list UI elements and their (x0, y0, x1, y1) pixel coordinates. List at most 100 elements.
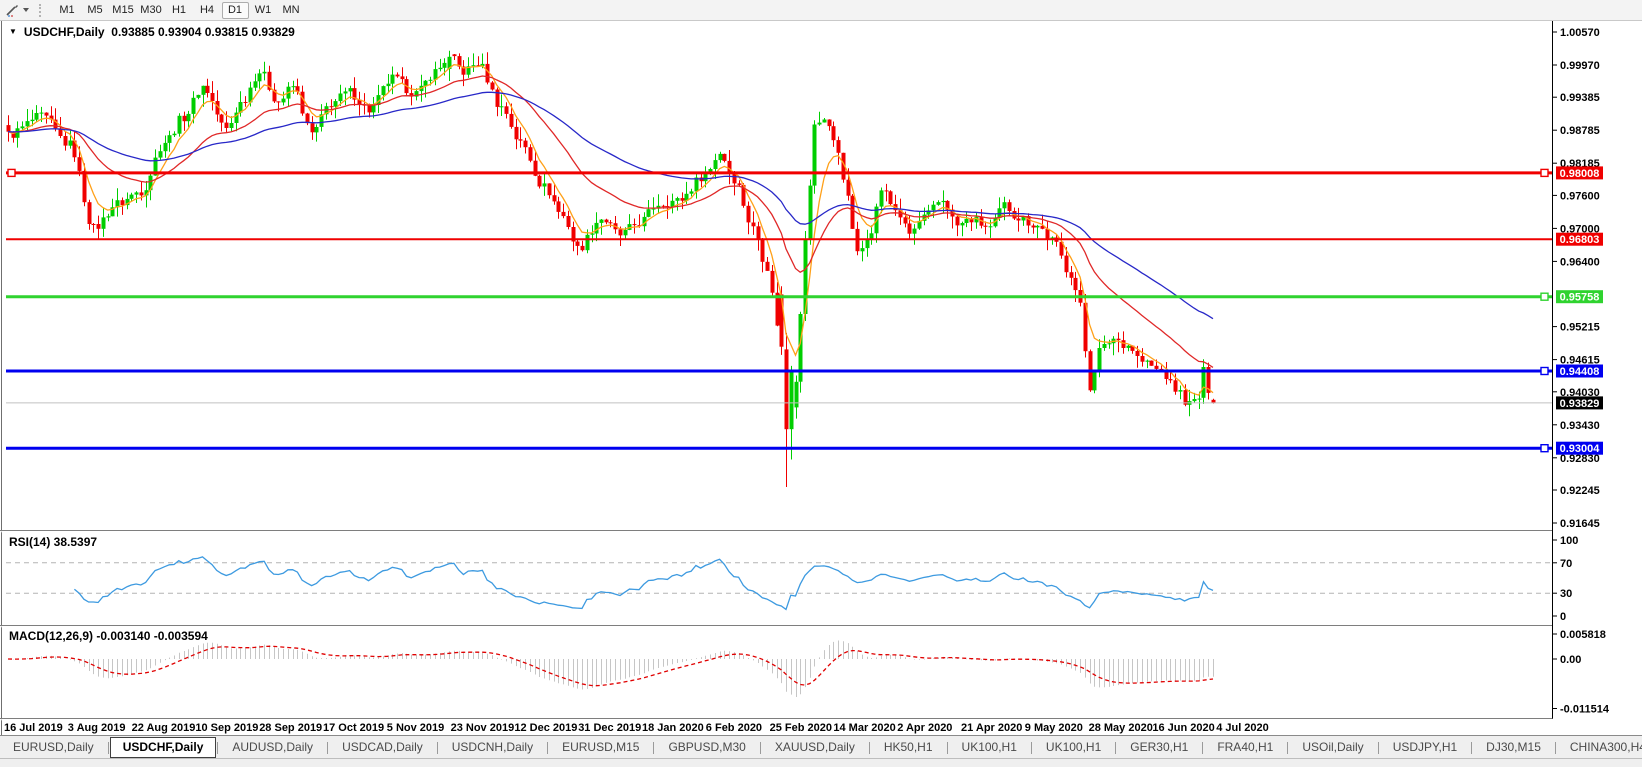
svg-text:4 Jul 2020: 4 Jul 2020 (1216, 722, 1269, 734)
svg-text:0.99385: 0.99385 (1560, 92, 1600, 104)
svg-text:0.95758: 0.95758 (1560, 292, 1600, 304)
timeframe-button-m5[interactable]: M5 (87, 3, 103, 16)
level-price-label: 0.94408 (1556, 364, 1603, 378)
svg-text:16 Jul 2019: 16 Jul 2019 (4, 722, 63, 734)
svg-text:0.005818: 0.005818 (1560, 629, 1606, 641)
svg-text:25 Feb 2020: 25 Feb 2020 (770, 722, 832, 734)
draw-tool-icon[interactable] (5, 3, 20, 18)
level-price-label: 0.96803 (1556, 232, 1603, 246)
tab-separator (107, 741, 109, 754)
tab-separator (1115, 741, 1117, 754)
rsi-line (73, 556, 1214, 611)
svg-text:0.95215: 0.95215 (1560, 322, 1600, 334)
price-axis: 1.005700.999700.993850.987850.981850.976… (1552, 21, 1610, 719)
svg-text:0.00: 0.00 (1560, 654, 1581, 666)
tab-separator (1202, 741, 1204, 754)
ma-slow-line (7, 91, 1214, 320)
chart-dropdown-icon[interactable]: ▼ (9, 27, 17, 36)
timeframe-button-h4[interactable]: H4 (199, 3, 215, 16)
timeframe-button-mn[interactable]: MN (282, 3, 300, 16)
svg-text:18 Jan 2020: 18 Jan 2020 (642, 722, 704, 734)
status-strip (0, 758, 1642, 767)
svg-text:0: 0 (1560, 611, 1566, 623)
tab-uk100-h1[interactable]: UK100,H1 (1045, 740, 1102, 754)
level-price-label: 0.98008 (1556, 166, 1603, 180)
svg-text:30: 30 (1560, 588, 1572, 600)
svg-text:21 Apr 2020: 21 Apr 2020 (961, 722, 1022, 734)
tab-fra40-h1[interactable]: FRA40,H1 (1217, 740, 1274, 754)
tab-ger30-h1[interactable]: GER30,H1 (1130, 740, 1189, 754)
svg-text:5 Nov 2019: 5 Nov 2019 (387, 722, 444, 734)
svg-text:0.98785: 0.98785 (1560, 125, 1600, 137)
rsi-indicator-label: RSI(14) 38.5397 (9, 535, 98, 549)
chart-title: ▼ USDCHF,Daily 0.93885 0.93904 0.93815 0.… (9, 25, 295, 39)
tab-hk50-h1[interactable]: HK50,H1 (883, 740, 933, 754)
toolbar-grip[interactable] (39, 3, 41, 17)
svg-text:0.96400: 0.96400 (1560, 256, 1600, 268)
tab-separator (653, 741, 655, 754)
draw-tool-dropdown-icon[interactable] (23, 8, 29, 12)
svg-text:10 Sep 2019: 10 Sep 2019 (195, 722, 258, 734)
tab-usdjpy-h1[interactable]: USDJPY,H1 (1392, 740, 1458, 754)
tab-eurusd-m15[interactable]: EURUSD,M15 (562, 740, 640, 754)
ma-medium-line (7, 75, 1214, 368)
tab-xauusd-daily[interactable]: XAUUSD,Daily (774, 740, 855, 754)
svg-text:0.92245: 0.92245 (1560, 485, 1600, 497)
svg-text:0.98008: 0.98008 (1560, 168, 1600, 180)
tab-separator (436, 741, 438, 754)
chart-symbol-label: USDCHF,Daily (23, 25, 105, 39)
timeframe-button-m15[interactable]: M15 (112, 3, 134, 16)
svg-text:0.92830: 0.92830 (1560, 453, 1600, 465)
tab-separator (759, 741, 761, 754)
tab-separator (1287, 741, 1289, 754)
tab-separator (1554, 741, 1556, 754)
tab-separator (868, 741, 870, 754)
svg-text:1.00570: 1.00570 (1560, 27, 1600, 39)
chart-tabs: EURUSD,Daily USDCHF,Daily AUDUSD,Daily USDC… (0, 737, 1642, 758)
level-price-label: 0.93004 (1556, 441, 1603, 455)
svg-text:0.94030: 0.94030 (1560, 387, 1600, 399)
tab-separator (217, 741, 219, 754)
timeframe-button-m1[interactable]: M1 (59, 3, 75, 16)
tab-separator (547, 741, 549, 754)
tab-usdcnh-daily[interactable]: USDCNH,Daily (451, 740, 534, 754)
timeframe-button-w1[interactable]: W1 (254, 3, 272, 16)
timeframe-button-d1[interactable]: D1 (221, 1, 249, 19)
tab-uk100-h1[interactable]: UK100,H1 (961, 740, 1017, 754)
svg-text:0.94408: 0.94408 (1560, 366, 1600, 378)
tab-china300-h4[interactable]: CHINA300,H4 (1569, 740, 1642, 754)
tab-gbpusd-m30[interactable]: GBPUSD,M30 (668, 740, 746, 754)
svg-text:0.96803: 0.96803 (1560, 234, 1600, 246)
svg-text:9 May 2020: 9 May 2020 (1025, 722, 1083, 734)
tab-separator (327, 741, 329, 754)
svg-text:12 Dec 2019: 12 Dec 2019 (514, 722, 577, 734)
tab-eurusd-daily[interactable]: EURUSD,Daily (13, 740, 94, 754)
svg-text:0.97000: 0.97000 (1560, 223, 1600, 235)
tab-dj30-m15[interactable]: DJ30,M15 (1486, 740, 1541, 754)
svg-text:28 May 2020: 28 May 2020 (1089, 722, 1153, 734)
timeframe-button-h1[interactable]: H1 (171, 3, 187, 16)
tab-usoil-daily[interactable]: USOil,Daily (1302, 740, 1364, 754)
timeframe-toolbar: M1 M5 M15 M30 H1 H4 D1 W1 MN (0, 0, 1642, 21)
svg-text:0.93829: 0.93829 (1560, 398, 1600, 410)
tab-audusd-daily[interactable]: AUDUSD,Daily (232, 740, 314, 754)
svg-text:0.93430: 0.93430 (1560, 420, 1600, 432)
svg-text:31 Dec 2019: 31 Dec 2019 (578, 722, 641, 734)
svg-text:0.91645: 0.91645 (1560, 518, 1600, 530)
svg-text:-0.011514: -0.011514 (1560, 704, 1610, 716)
macd-signal-line (7, 645, 1214, 687)
macd-histogram (13, 640, 1214, 697)
tab-usdchf-daily[interactable]: USDCHF,Daily (109, 737, 217, 758)
tab-separator (1030, 741, 1032, 754)
timeframe-button-m30[interactable]: M30 (140, 3, 162, 16)
tab-usdcad-daily[interactable]: USDCAD,Daily (342, 740, 423, 754)
svg-text:23 Nov 2019: 23 Nov 2019 (451, 722, 515, 734)
svg-text:6 Feb 2020: 6 Feb 2020 (706, 722, 762, 734)
macd-indicator-label: MACD(12,26,9) -0.003140 -0.003594 (9, 629, 208, 643)
horizontal-level-lines (6, 168, 1553, 453)
bid-price-label: 0.93829 (1556, 396, 1603, 410)
level-price-label: 0.95758 (1556, 290, 1603, 304)
timeframe-buttons: M1 M5 M15 M30 H1 H4 D1 W1 MN (53, 1, 305, 19)
